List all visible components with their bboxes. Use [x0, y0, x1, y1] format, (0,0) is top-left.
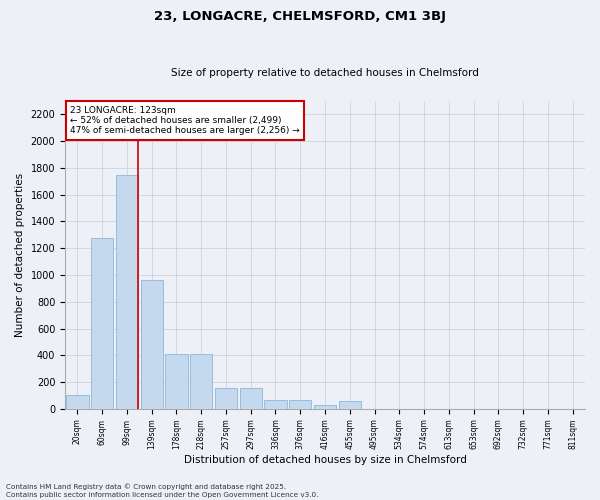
Bar — [239, 388, 262, 409]
Bar — [116, 174, 138, 409]
Bar — [314, 405, 336, 409]
Bar — [166, 354, 188, 409]
Bar — [338, 402, 361, 409]
Y-axis label: Number of detached properties: Number of detached properties — [15, 173, 25, 337]
Text: 23, LONGACRE, CHELMSFORD, CM1 3BJ: 23, LONGACRE, CHELMSFORD, CM1 3BJ — [154, 10, 446, 23]
Bar — [289, 400, 311, 409]
Bar — [66, 396, 89, 409]
Bar — [91, 238, 113, 409]
Text: Contains HM Land Registry data © Crown copyright and database right 2025.
Contai: Contains HM Land Registry data © Crown c… — [6, 484, 319, 498]
Bar — [265, 400, 287, 409]
Title: Size of property relative to detached houses in Chelmsford: Size of property relative to detached ho… — [171, 68, 479, 78]
Text: 23 LONGACRE: 123sqm
← 52% of detached houses are smaller (2,499)
47% of semi-det: 23 LONGACRE: 123sqm ← 52% of detached ho… — [70, 106, 300, 136]
Bar — [190, 354, 212, 409]
Bar — [215, 388, 237, 409]
X-axis label: Distribution of detached houses by size in Chelmsford: Distribution of detached houses by size … — [184, 455, 466, 465]
Bar — [140, 280, 163, 409]
